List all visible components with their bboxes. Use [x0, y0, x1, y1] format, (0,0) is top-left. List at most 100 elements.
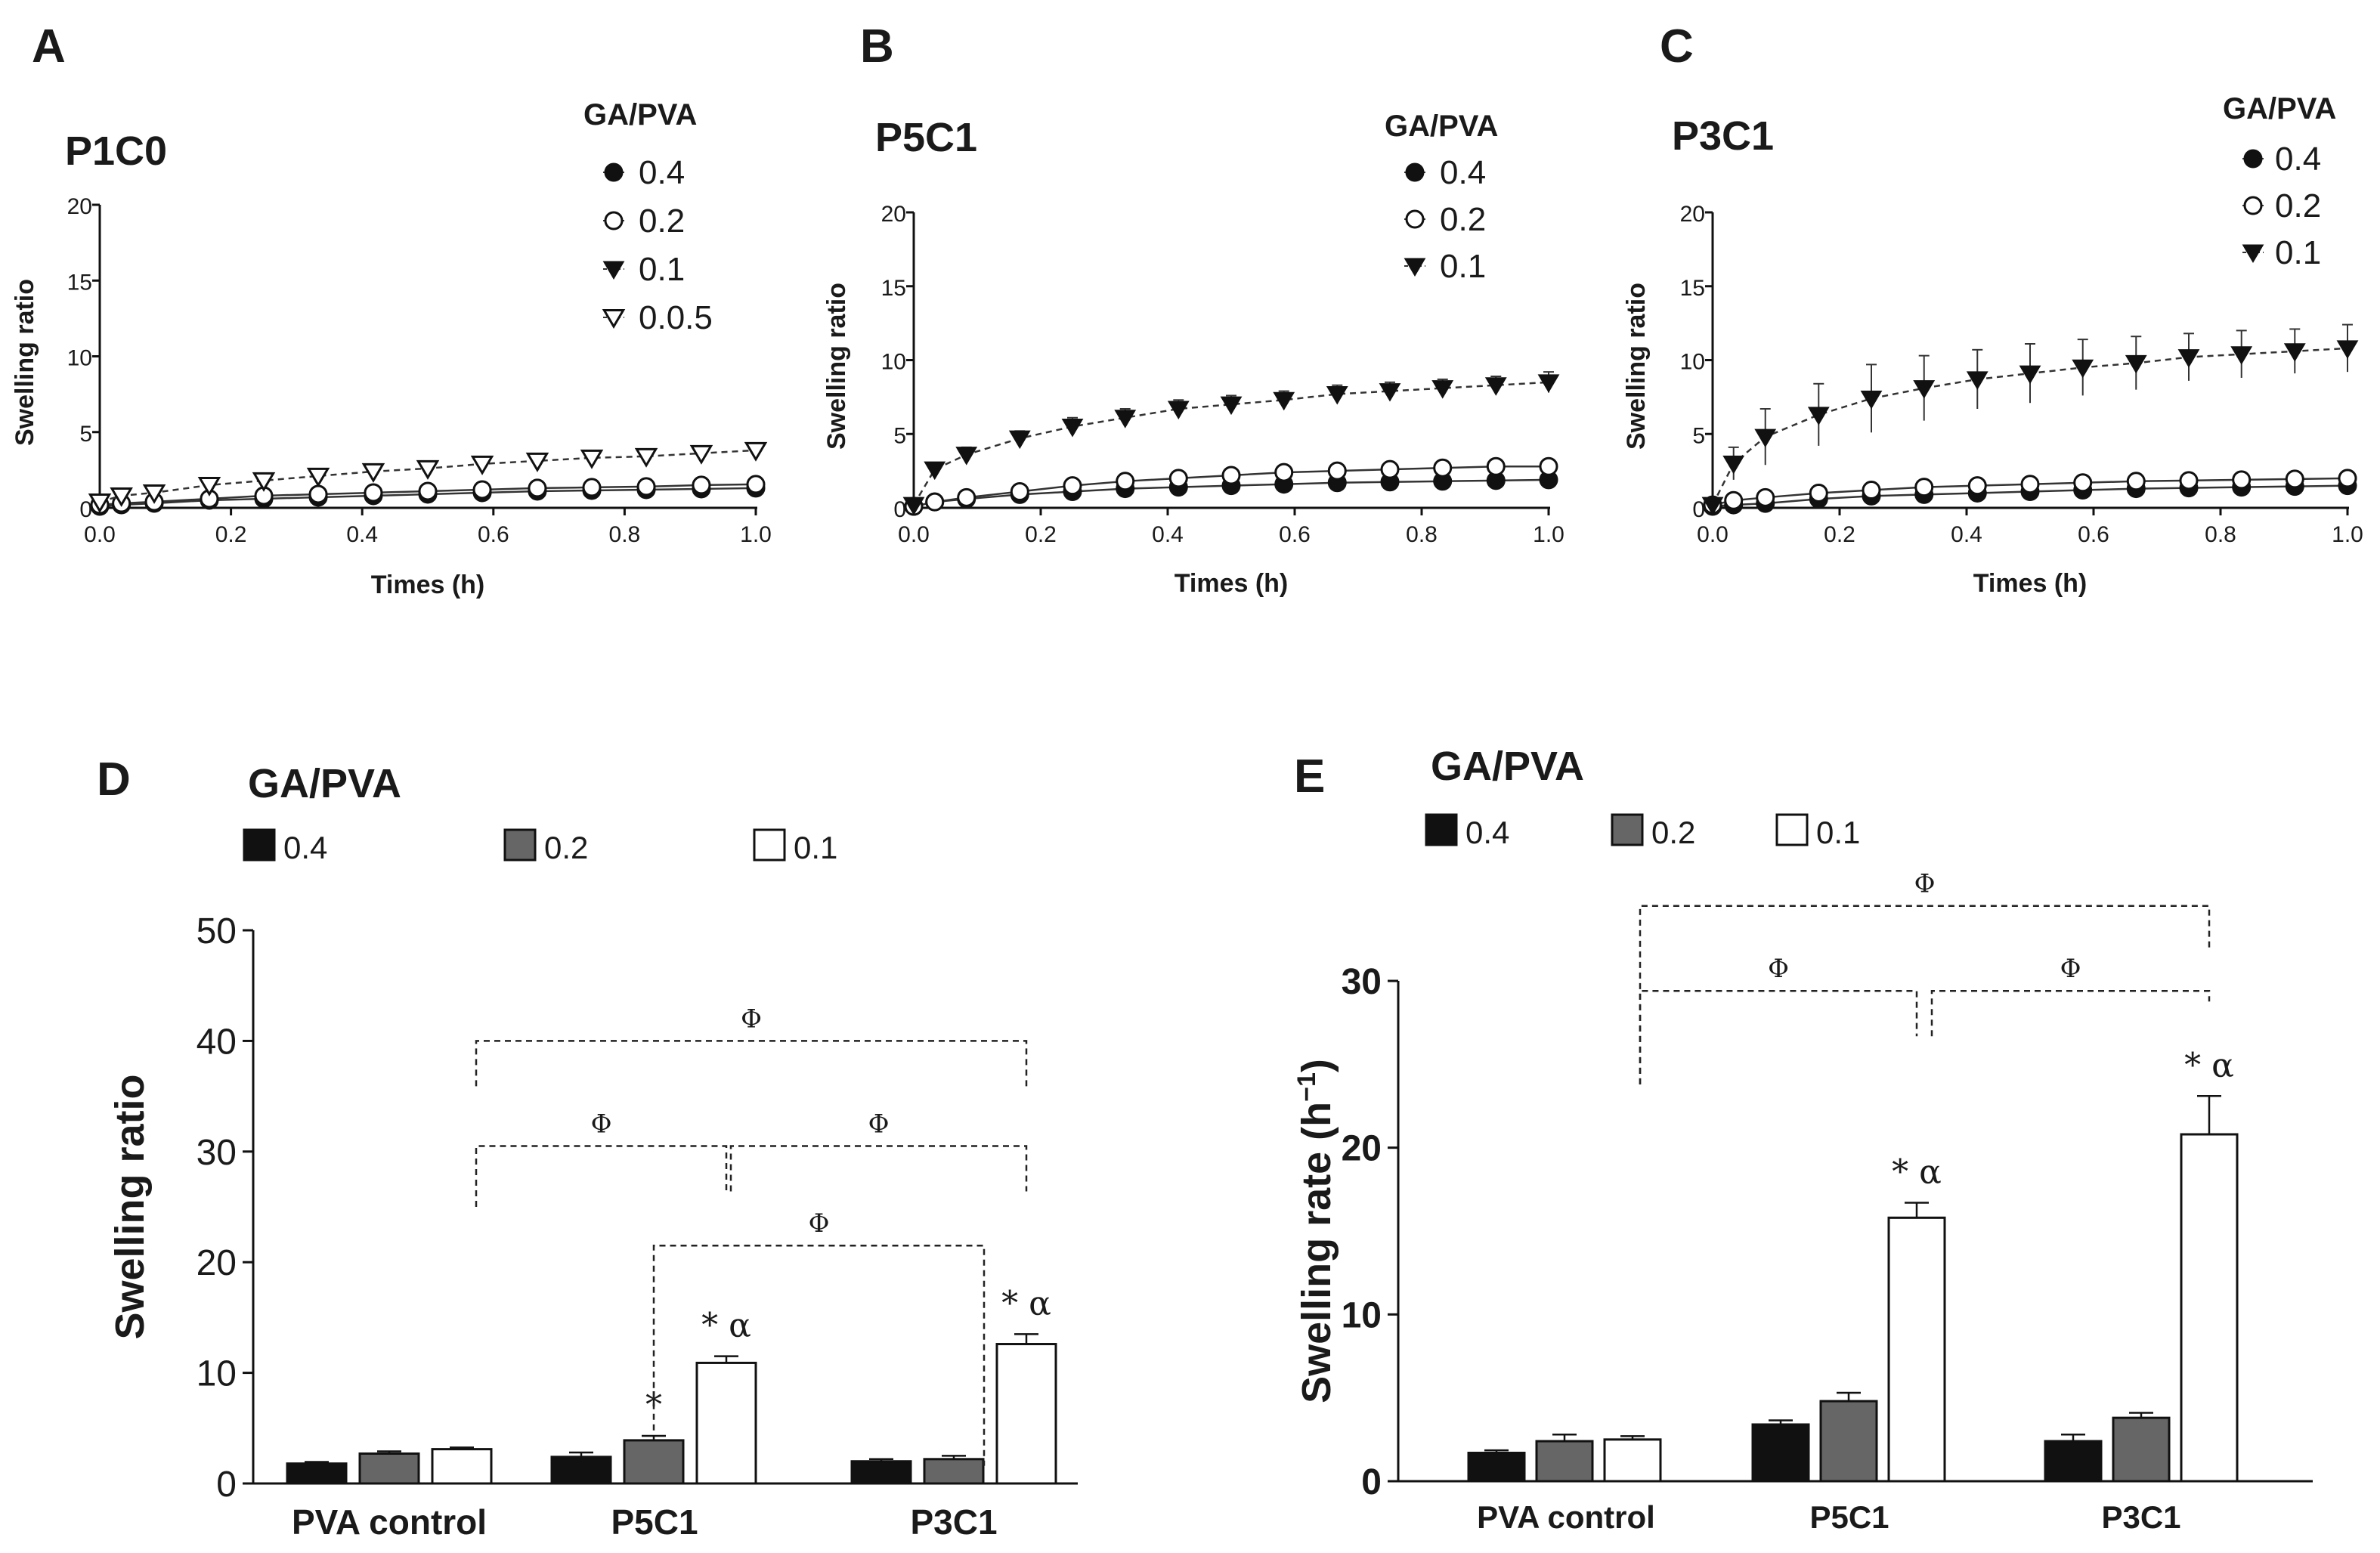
legend-swatch: [753, 828, 786, 862]
y-axis-title: Swelling ratio: [1622, 283, 1651, 450]
series-0.2: [1703, 469, 2357, 515]
legend-marker: [602, 309, 626, 329]
x-tick-label: 0.6: [478, 522, 509, 547]
bar: [923, 1458, 985, 1485]
y-axis-title: Swelling ratio: [822, 283, 851, 450]
bracket-label: Φ: [1914, 869, 1936, 899]
series-0.0.5: [88, 441, 768, 513]
panel-label: E: [1294, 750, 1325, 803]
data-point: [1008, 430, 1031, 450]
panel-a: A P1C0 0.0 0.2 0.4 0.6 0.8 1.0 0 5 10 15 20 Times (h)…: [11, 20, 772, 599]
y-tick-label: 5: [79, 422, 92, 447]
data-point: [1379, 383, 1401, 402]
legend: GA/PVA 0.4 0.2 0.1 0.0.5: [583, 98, 713, 336]
y-tick-label: 0: [79, 497, 92, 522]
legend-label: 0.2: [639, 203, 685, 240]
data-point: [472, 480, 492, 500]
data-point: [1862, 481, 1881, 500]
data-point: [1537, 374, 1560, 393]
bracket-label: Φ: [868, 1109, 890, 1139]
legend-label: 0.1: [1816, 815, 1860, 850]
significance-bracket: [1639, 905, 2211, 1084]
legend-marker: [604, 162, 624, 182]
bar: [2180, 1133, 2239, 1483]
data-point: [306, 467, 330, 487]
series-line: [99, 449, 757, 503]
data-point: [2283, 343, 2306, 362]
x-tick-label: 0.0: [84, 522, 116, 547]
series-0.2: [904, 456, 1558, 516]
y-tick-label: 10: [1680, 350, 1705, 375]
data-point: [1701, 497, 1724, 516]
data-point: [2179, 471, 2199, 490]
panel-title: P1C0: [65, 128, 167, 174]
data-point: [2338, 469, 2357, 488]
data-point: [252, 472, 276, 492]
data-point: [636, 477, 656, 497]
legend: GA/PVA 0.4 0.2 0.1: [1385, 110, 1498, 285]
y-axis-title-close: ): [1294, 1059, 1339, 1072]
x-tick-label: 0.8: [2205, 522, 2236, 547]
y-tick-label: 10: [1342, 1295, 1382, 1335]
y-axis-title: Swelling ratio: [11, 279, 39, 446]
legend-label: 0.4: [2275, 141, 2321, 178]
x-tick-label: 1.0: [740, 522, 772, 547]
bar: [431, 1448, 493, 1485]
legend-swatch: [1611, 813, 1644, 846]
panel-title: P3C1: [1672, 113, 1774, 159]
legend-marker: [2243, 149, 2263, 169]
panel-e: E GA/PVA 0.4 0.2 0.1 0 10 20 30 Swelling rate (h−…: [1292, 744, 2313, 1535]
bar: [550, 1456, 612, 1485]
series-0.1: [1701, 323, 2359, 516]
panel-c: C P3C1 0.0 0.2 0.4 0.6 0.8 1.0 0 5 10 15 20 Times (h)…: [1622, 20, 2363, 598]
data-point: [744, 441, 768, 462]
x-tick-label: 0.4: [346, 522, 378, 547]
legend-swatch: [503, 828, 537, 862]
bar: [2044, 1440, 2103, 1483]
bar: [623, 1439, 685, 1485]
bar: [1535, 1440, 1594, 1483]
data-point: [2073, 473, 2093, 493]
data-point: [1967, 476, 1987, 496]
data-point: [955, 447, 978, 466]
data-point: [1010, 481, 1029, 501]
x-tick-label: 0.2: [215, 522, 247, 547]
data-point: [2072, 359, 2094, 379]
significance-label: * α: [2184, 1046, 2234, 1084]
x-tick-label: 0.0: [898, 522, 930, 547]
legend-title: GA/PVA: [1431, 744, 1584, 789]
data-point: [1221, 466, 1241, 485]
data-point: [580, 449, 604, 469]
bar: [850, 1460, 912, 1485]
data-point: [470, 455, 494, 475]
y-tick-label: 40: [197, 1022, 237, 1062]
data-point: [1966, 371, 1988, 390]
legend-marker: [1405, 209, 1425, 229]
significance-bracket: [1639, 989, 1918, 1084]
category-label: P5C1: [611, 1502, 698, 1542]
significance-bracket: [475, 1145, 728, 1207]
y-tick-label: 15: [1680, 276, 1705, 301]
bar: [1751, 1423, 1810, 1483]
data-point: [689, 444, 713, 465]
data-point: [110, 487, 133, 507]
legend-label: 0.4: [1465, 815, 1509, 850]
y-tick-label: 20: [1680, 202, 1705, 227]
legend-label: 0.2: [1651, 815, 1695, 850]
legend-label: 0.0.5: [639, 299, 713, 336]
data-point: [2177, 349, 2200, 368]
legend-label: 0.1: [639, 251, 685, 288]
legend-label: 0.1: [1440, 248, 1486, 285]
legend-label: 0.1: [794, 830, 837, 865]
legend-marker: [2243, 196, 2263, 215]
data-point: [418, 481, 438, 501]
bracket-label: Φ: [741, 1004, 762, 1034]
y-tick-label: 10: [67, 346, 92, 371]
data-point: [2125, 354, 2147, 374]
data-point: [2285, 469, 2304, 489]
data-point: [957, 487, 976, 507]
data-point: [692, 475, 711, 495]
x-axis-title: Times (h): [1973, 569, 2088, 598]
x-tick-label: 0.6: [1279, 522, 1311, 547]
